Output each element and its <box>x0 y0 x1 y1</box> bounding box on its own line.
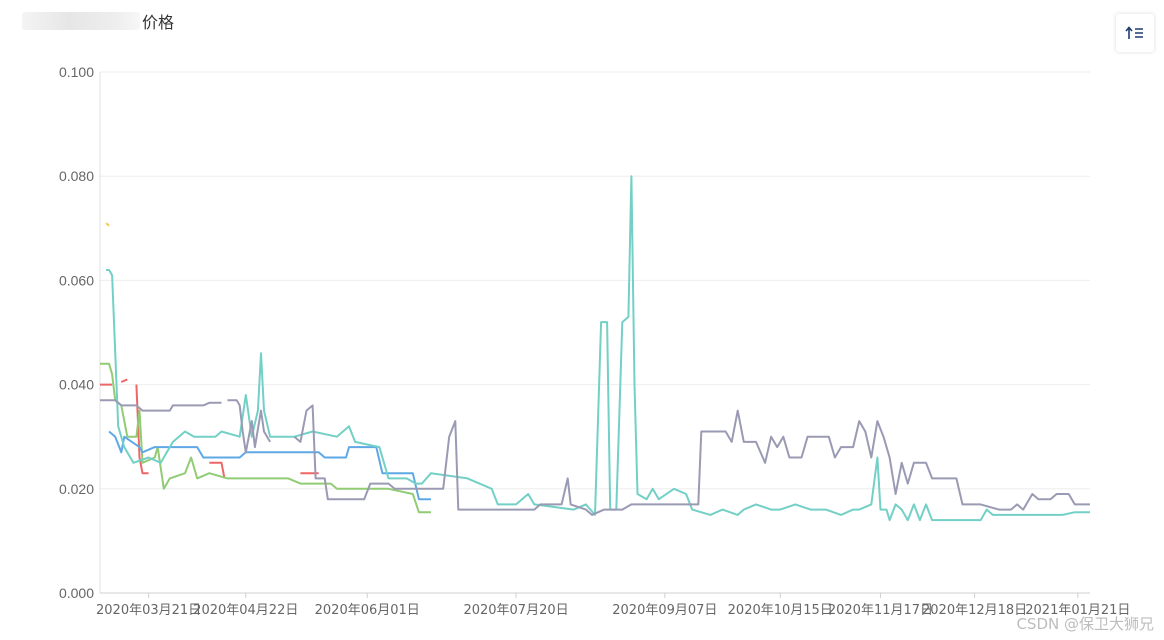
series-lines <box>100 175 1090 522</box>
x-tick-label: 2020年06月01日 <box>315 603 420 618</box>
axes <box>99 72 1090 598</box>
y-tick-label: 0.060 <box>59 272 94 288</box>
y-tick-label: 0.080 <box>59 168 94 184</box>
y-tick-label: 0.020 <box>59 481 94 497</box>
y-tick-label: 0.100 <box>59 64 94 80</box>
grid-lines <box>100 71 1090 490</box>
x-tick-label: 2020年11月17日 <box>828 603 933 618</box>
series-line-3 <box>100 362 431 514</box>
x-tick-label: 2020年09月07日 <box>612 603 717 618</box>
watermark: CSDN @保卫大狮兄 <box>1016 615 1154 633</box>
sort-ascending-icon <box>1125 26 1143 39</box>
x-tick-label: 2020年07月20日 <box>463 603 568 618</box>
series-line-1 <box>105 222 110 227</box>
chart-title: 价格 <box>22 8 174 34</box>
x-tick-label: 2020年04月22日 <box>193 603 298 618</box>
x-tick-label: 2020年10月15日 <box>728 603 833 618</box>
y-tick-label: 0.000 <box>59 585 94 601</box>
title-redacted-region <box>22 12 140 30</box>
chart-title-text: 价格 <box>142 13 175 32</box>
x-tick-label: 2020年03月21日 <box>96 603 201 618</box>
tick-labels: 0.000 0.020 0.040 0.060 0.080 0.100 2020年03月21… <box>59 64 1130 618</box>
sort-button[interactable] <box>1116 14 1154 52</box>
series-line-5 <box>106 175 1090 522</box>
x-tick-label: 2021年01月21日 <box>1025 603 1130 618</box>
series-line-2 <box>100 378 319 479</box>
x-tick-label: 2020年12月18日 <box>922 603 1027 618</box>
y-tick-label: 0.040 <box>59 377 94 393</box>
series-line-4 <box>108 430 431 501</box>
series-line-6 <box>100 399 1090 516</box>
